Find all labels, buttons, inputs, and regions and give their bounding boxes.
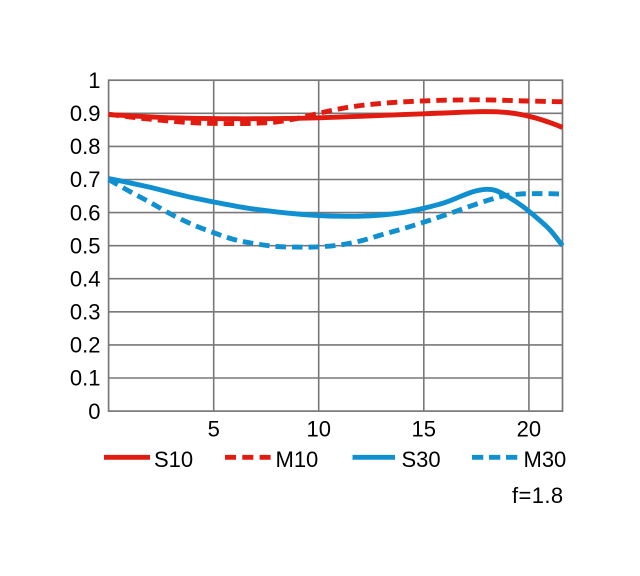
svg-text:0.7: 0.7 <box>70 167 101 192</box>
svg-text:1: 1 <box>88 68 100 93</box>
svg-text:M10: M10 <box>276 447 319 472</box>
svg-text:0.2: 0.2 <box>70 333 101 358</box>
svg-text:15: 15 <box>412 416 436 441</box>
svg-text:M30: M30 <box>524 447 567 472</box>
svg-text:0.9: 0.9 <box>70 101 101 126</box>
svg-text:5: 5 <box>208 416 220 441</box>
svg-text:S10: S10 <box>154 447 193 472</box>
svg-text:0.8: 0.8 <box>70 134 101 159</box>
svg-text:10: 10 <box>306 416 330 441</box>
svg-text:0.4: 0.4 <box>70 266 101 291</box>
svg-text:0.1: 0.1 <box>70 366 101 391</box>
svg-text:0.5: 0.5 <box>70 233 101 258</box>
svg-text:0: 0 <box>88 399 100 424</box>
svg-text:f=1.8: f=1.8 <box>512 483 564 508</box>
svg-text:0.6: 0.6 <box>70 200 101 225</box>
svg-text:S30: S30 <box>402 447 441 472</box>
svg-text:0.3: 0.3 <box>70 300 101 325</box>
svg-text:20: 20 <box>517 416 541 441</box>
